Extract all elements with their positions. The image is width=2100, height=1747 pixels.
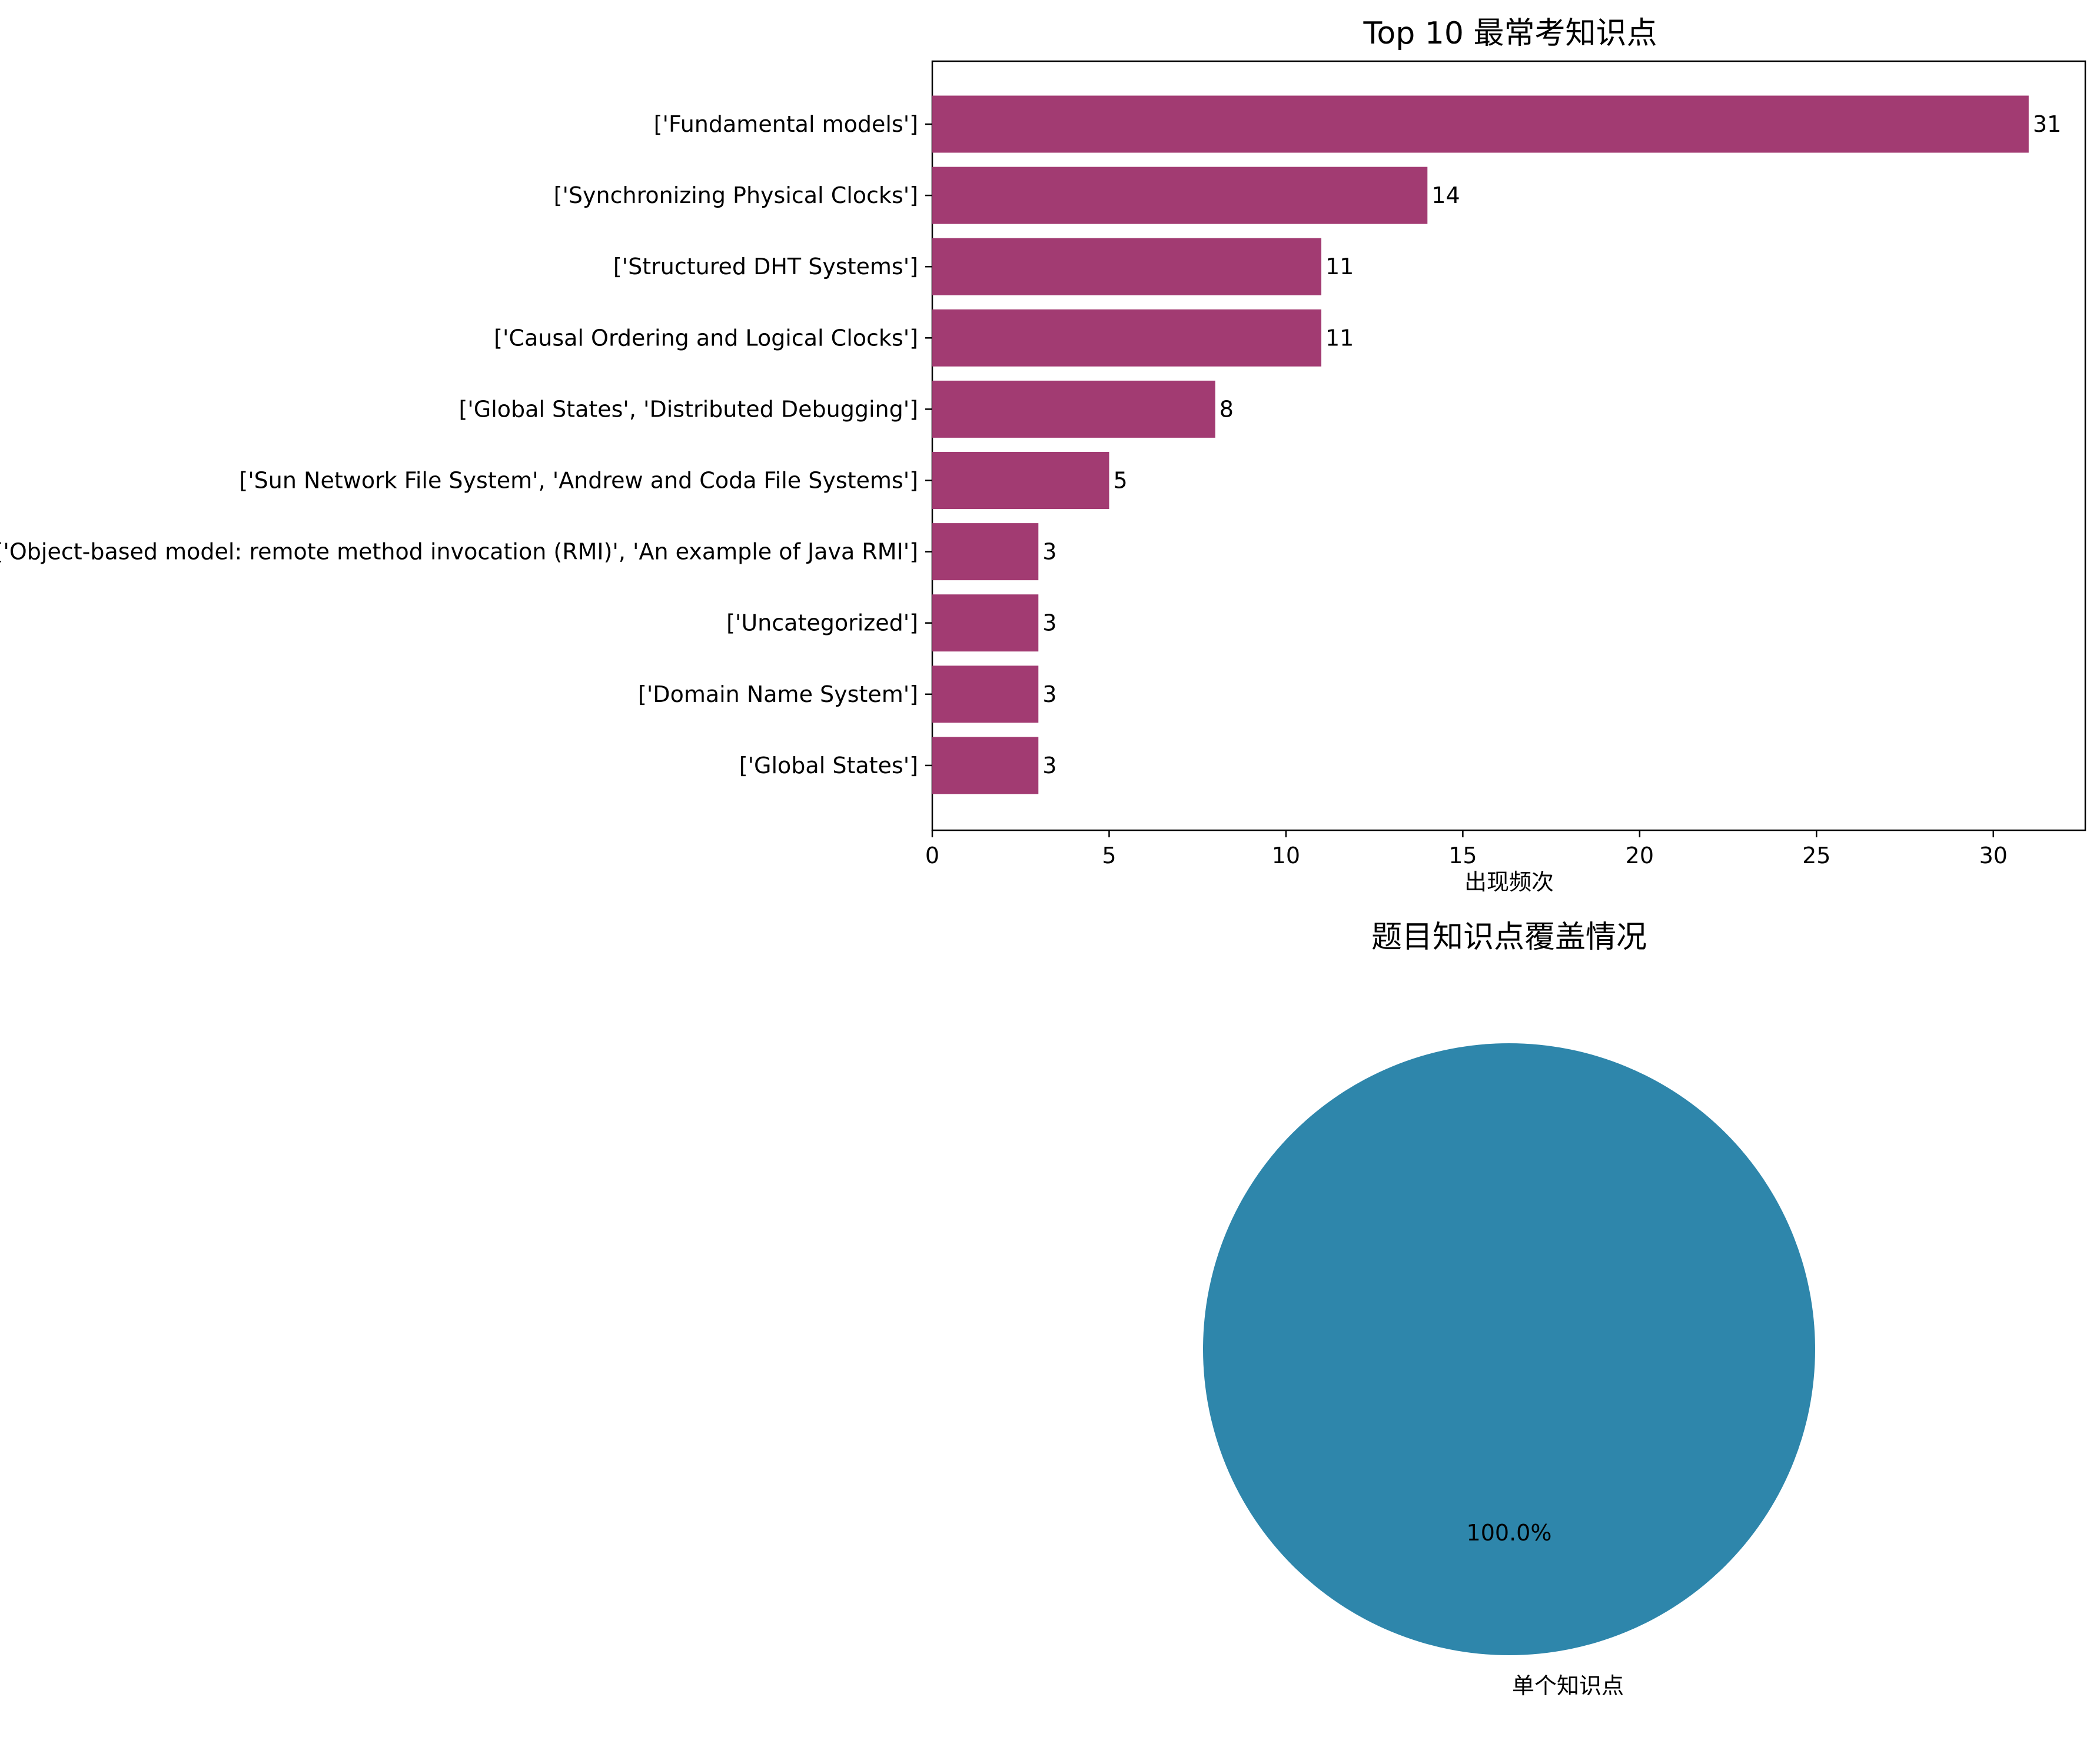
y-tick-label: ['Fundamental models'] [654, 111, 918, 137]
bar-chart-value-labels: 31 14 11 11 8 5 3 3 3 3 [1042, 111, 2061, 778]
x-tick-label: 15 [1448, 843, 1477, 868]
bar-value-label: 3 [1042, 753, 1056, 778]
bar [932, 238, 1322, 295]
bar [932, 452, 1109, 509]
pie-chart-labels: 100.0% 单个知识点 [1467, 1520, 1624, 1699]
bar-value-label: 31 [2033, 111, 2061, 137]
bar [932, 309, 1322, 367]
bar [932, 665, 1039, 723]
bar-value-label: 3 [1042, 539, 1056, 565]
pie-chart-title: 题目知识点覆盖情况 [1371, 920, 1647, 955]
bar-chart-x-ticks: 0 5 10 15 20 25 30 [925, 830, 2008, 868]
bar-chart-bars [932, 95, 2029, 794]
x-tick-label: 20 [1626, 843, 1654, 868]
bar-chart-x-axis-label: 出现频次 [1464, 869, 1554, 895]
bar [932, 95, 2029, 153]
y-tick-label: ['Uncategorized'] [726, 610, 918, 636]
y-tick-label: ['Global States', 'Distributed Debugging… [458, 396, 918, 422]
y-tick-label: ['Sun Network File System', 'Andrew and … [239, 468, 918, 494]
y-tick-label: ['Global States'] [739, 753, 918, 778]
y-tick-label: ['Domain Name System'] [638, 681, 918, 707]
pie-slice [1203, 1043, 1815, 1655]
bar [932, 167, 1428, 224]
pie-chart: 题目知识点覆盖情况 100.0% 单个知识点 [1203, 920, 1815, 1699]
bar-value-label: 14 [1431, 182, 1460, 208]
y-tick-label: ['Causal Ordering and Logical Clocks'] [494, 325, 918, 351]
bar-value-label: 8 [1220, 396, 1234, 422]
bar-chart: Top 10 最常考知识点 ['Fundamental models'] ['Sy… [0, 16, 2086, 895]
bar-value-label: 5 [1113, 468, 1127, 494]
bar-value-label: 11 [1325, 325, 1354, 351]
pie-slice-percent-label: 100.0% [1467, 1520, 1552, 1546]
bar [932, 523, 1039, 581]
x-tick-label: 0 [925, 843, 939, 868]
bar-chart-title: Top 10 最常考知识点 [1363, 16, 1657, 51]
y-tick-label: ['Structured DHT Systems'] [613, 254, 918, 279]
x-tick-label: 5 [1102, 843, 1116, 868]
bar-value-label: 11 [1325, 254, 1354, 279]
y-tick-label: ['Synchronizing Physical Clocks'] [554, 182, 918, 208]
bar-chart-plot-area [931, 60, 2086, 831]
pie-chart-slices [1203, 1043, 1815, 1655]
bar-chart-category-labels: ['Fundamental models'] ['Synchronizing Ph… [0, 111, 932, 778]
pie-slice-name-label: 单个知识点 [1512, 1673, 1624, 1699]
x-tick-label: 25 [1802, 843, 1830, 868]
x-tick-label: 10 [1272, 843, 1300, 868]
bar [932, 380, 1215, 438]
bar [932, 737, 1039, 794]
y-tick-label: ['Object-based model: remote method invo… [0, 539, 918, 565]
bar-value-label: 3 [1042, 610, 1056, 636]
bar [932, 594, 1039, 652]
bar-value-label: 3 [1042, 681, 1056, 707]
x-tick-label: 30 [1979, 843, 2008, 868]
